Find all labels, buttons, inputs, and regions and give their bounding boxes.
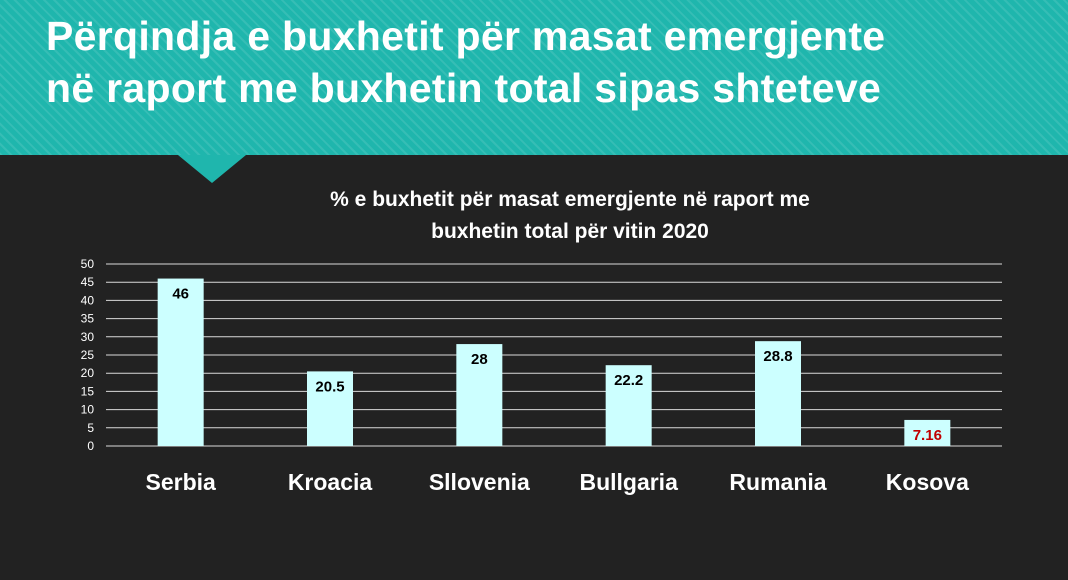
page-title-line-1: Përqindja e buxhetit për masat emergjent…: [46, 13, 886, 59]
data-label: 20.5: [315, 378, 344, 395]
data-label: 46: [172, 286, 189, 303]
category-label: Rumania: [729, 469, 826, 495]
bar: [755, 341, 801, 446]
bar: [456, 344, 503, 446]
bar: [904, 419, 951, 446]
bar: [307, 371, 353, 446]
y-tick-label: 40: [81, 293, 95, 307]
chart-title: % e buxhetit për masat emergjente në rap…: [200, 184, 940, 248]
page-title-line-2: në raport me buxhetin total sipas shtete…: [46, 65, 882, 111]
data-label: 28: [471, 351, 488, 368]
bar: [157, 278, 204, 446]
chart-title-line-2: buxhetin total për vitin 2020: [431, 220, 709, 243]
title-banner: [0, 0, 1068, 155]
category-label: Bullgaria: [579, 469, 678, 495]
y-tick-label: 0: [87, 439, 94, 453]
category-label: Serbia: [146, 469, 217, 495]
y-tick-label: 45: [81, 275, 95, 289]
y-tick-label: 5: [87, 421, 94, 435]
chart-title-line-1: % e buxhetit për masat emergjente në rap…: [330, 188, 810, 211]
y-tick-label: 35: [81, 312, 95, 326]
data-label: 7.16: [913, 427, 942, 444]
y-tick-label: 25: [81, 348, 95, 362]
banner-notch: [178, 155, 246, 183]
y-tick-label: 20: [81, 366, 95, 380]
category-label: Kosova: [886, 469, 969, 495]
bar: [605, 365, 652, 446]
y-tick-label: 30: [81, 330, 95, 344]
data-label: 22.2: [614, 372, 643, 389]
y-tick-label: 50: [81, 257, 95, 271]
y-tick-label: 10: [81, 403, 95, 417]
page-title: Përqindja e buxhetit për masat emergjent…: [46, 10, 1046, 114]
y-tick-label: 15: [81, 384, 95, 398]
category-label: Sllovenia: [429, 469, 530, 495]
data-label: 28.8: [763, 348, 792, 365]
category-label: Kroacia: [288, 469, 373, 495]
